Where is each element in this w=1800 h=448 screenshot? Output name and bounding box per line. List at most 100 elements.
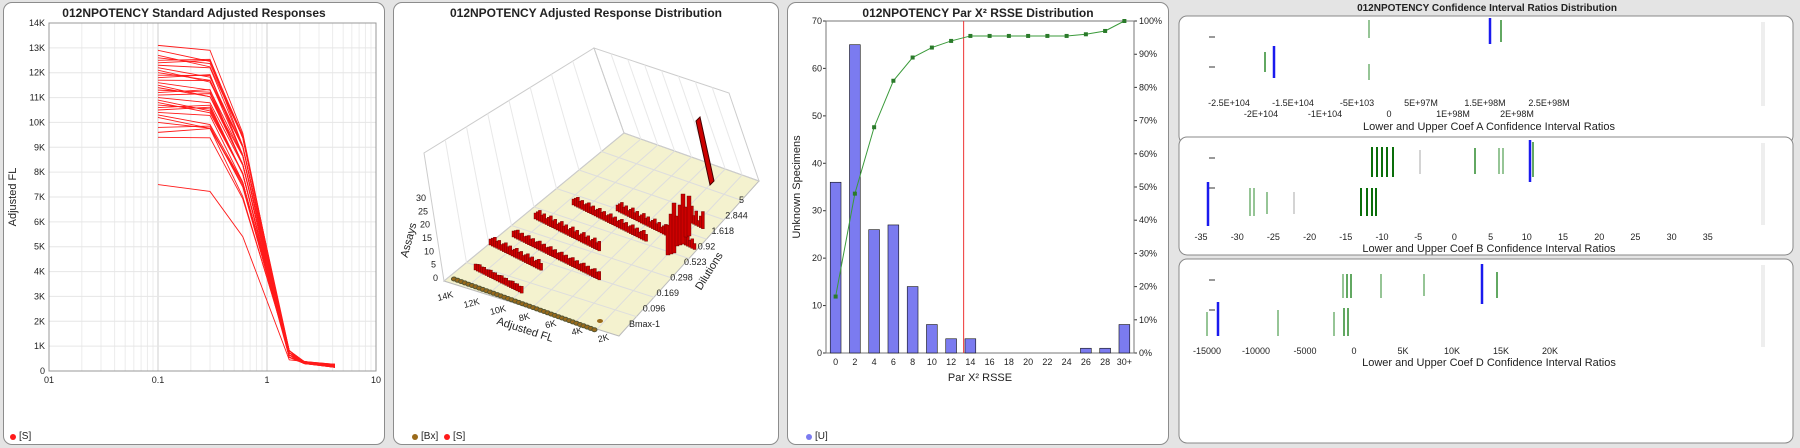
cumulative-point — [1006, 33, 1011, 38]
y2-tick-label: 10% — [1139, 315, 1157, 325]
y-tick-label: 70 — [812, 16, 822, 26]
response-bar — [644, 234, 648, 242]
response-bar — [701, 211, 705, 229]
y-tick-label: 0.523 — [684, 257, 707, 267]
response-line — [157, 99, 336, 368]
y-tick-label: 1.618 — [712, 226, 735, 236]
x-tick-label: 0 — [1386, 109, 1391, 119]
plot-edge — [1761, 22, 1765, 106]
cumulative-point — [949, 38, 954, 43]
histogram-bar — [945, 338, 957, 354]
x-tick-label: 2E+98M — [1500, 109, 1534, 119]
y-tick-label: 2K — [34, 316, 45, 326]
rsse-distribution-panel: 012NPOTENCY Par X² RSSE Distribution 0 10… — [787, 2, 1169, 445]
x-tick-label: 28 — [1100, 357, 1110, 367]
legend-s: [S] — [444, 431, 465, 442]
x-tick-label: 01 — [44, 375, 54, 385]
histogram-bar — [868, 229, 880, 354]
response-bar — [519, 286, 524, 294]
response-line — [157, 136, 335, 367]
wall-grid — [711, 87, 743, 176]
chart-title: 012NPOTENCY Confidence Interval Ratios D… — [1357, 3, 1617, 14]
y2-tick-label: 80% — [1139, 82, 1157, 92]
y-tick-label: 12K — [29, 68, 45, 78]
y-tick-label: 6K — [34, 217, 45, 227]
x-tick-label: -10000 — [1242, 346, 1270, 356]
wall-grid — [661, 70, 692, 158]
response-bar — [597, 271, 602, 281]
x-tick-label: 1E+98M — [1436, 109, 1470, 119]
x-tick-label: -2.5E+104 — [1208, 98, 1250, 108]
response-bar — [694, 210, 698, 226]
x-axis-label: Par X² RSSE — [948, 372, 1012, 384]
x-tick-label: 30 — [1667, 232, 1677, 242]
x-tick-label: 4K — [570, 325, 583, 337]
y-tick-label: 5K — [34, 242, 45, 252]
x-tick-label: 5 — [1488, 232, 1493, 242]
response-line — [157, 72, 335, 365]
confidence-ratios-panel: 012NPOTENCY Confidence Interval Ratios D… — [1177, 2, 1797, 445]
interval-plot-area — [1201, 143, 1761, 225]
x-tick-label: 35 — [1703, 232, 1713, 242]
wall-grid — [529, 87, 557, 189]
y2-tick-label: 100% — [1139, 16, 1162, 26]
z-tick-label: 5 — [431, 260, 436, 270]
histogram-bar — [829, 181, 842, 354]
response-bar — [597, 241, 602, 252]
y2-tick-label: 70% — [1139, 116, 1157, 126]
cumulative-point — [968, 33, 973, 38]
response-bar — [686, 195, 692, 237]
y-tick-label: 5 — [739, 195, 744, 205]
standard-responses-chart: 0 1K 2K 3K 4K 5K 6K 7K 8K 9K 10K 11K 12K 13K 14K 01 0.1 1… — [7, 18, 381, 385]
cumulative-point — [929, 45, 934, 50]
y2-tick-label: 20% — [1139, 282, 1157, 292]
response-line — [157, 121, 335, 366]
y-tick-label: 3K — [34, 291, 45, 301]
x-tick-label: -2E+104 — [1244, 109, 1278, 119]
legend-u: [U] — [806, 431, 828, 442]
histogram-bar — [1099, 347, 1111, 354]
x-tick-label: 0 — [833, 357, 838, 367]
x-tick-label: 1.5E+98M — [1464, 98, 1505, 108]
y-tick-label: 0.298 — [670, 273, 693, 283]
wall-grid — [551, 74, 580, 171]
y-tick-label: 40 — [812, 158, 822, 168]
wall-grid — [572, 60, 602, 152]
x-tick-label: -20 — [1303, 232, 1316, 242]
x-tick-label: 20K — [1542, 346, 1558, 356]
wall-grid — [627, 59, 659, 146]
y-tick-label: 0 — [817, 348, 822, 358]
response-line — [157, 102, 335, 367]
histogram-bar — [1080, 347, 1092, 354]
x-tick-label: 8K — [518, 311, 531, 323]
y-tick-label: 8K — [34, 167, 45, 177]
y-tick-label: 20 — [812, 253, 822, 263]
x-tick-label: 0 — [1452, 232, 1457, 242]
x-tick-label: 24 — [1062, 357, 1072, 367]
chart-title: 012NPOTENCY Standard Adjusted Responses — [62, 6, 326, 20]
x-tick-label: -35 — [1194, 232, 1207, 242]
y2-tick-label: 0% — [1139, 348, 1152, 358]
x-axis-label: Lower and Upper Coef D Confidence Interv… — [1362, 357, 1616, 369]
plot-edge — [1761, 143, 1765, 225]
y2-tick-label: 40% — [1139, 215, 1157, 225]
x-tick-label: 5K — [1397, 346, 1408, 356]
x-tick-label: -5 — [1414, 232, 1422, 242]
cumulative-point — [910, 55, 915, 60]
x-tick-label: 8 — [910, 357, 915, 367]
x-tick-label: 10K — [489, 303, 507, 317]
x-tick-label: 10 — [1522, 232, 1532, 242]
z-axis-label: Assays — [399, 221, 420, 259]
response-line — [157, 106, 335, 365]
x-tick-label: 2 — [852, 357, 857, 367]
x-tick-label: 20 — [1594, 232, 1604, 242]
confidence-interval-charts: -2.5E+104 -1.5E+104 -5E+103 5E+97M 1.5E+98M 2… — [1178, 15, 1794, 444]
floor-grid — [553, 162, 709, 316]
y-tick-label: 9K — [34, 142, 45, 152]
cumulative-point — [1026, 33, 1031, 38]
response-line — [157, 184, 335, 367]
bx-legend-dot — [412, 433, 418, 440]
histogram-bar — [906, 286, 919, 354]
chart-title: 012NPOTENCY Par X² RSSE Distribution — [862, 6, 1094, 20]
